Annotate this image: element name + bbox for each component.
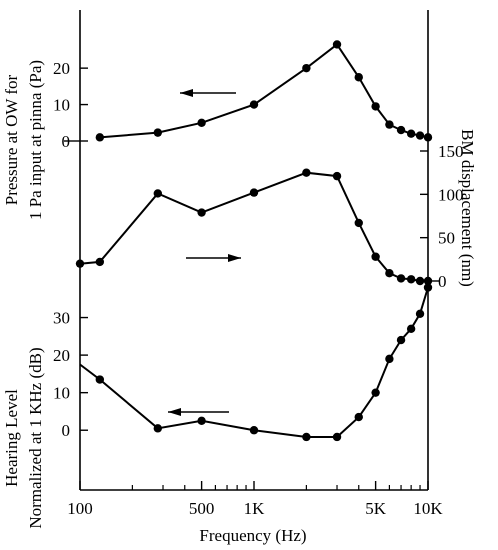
hearing-data-point: [354, 412, 363, 422]
hearing-y-tick-label: 20: [53, 346, 70, 365]
hearing-y-tick-label: 30: [53, 309, 70, 328]
pressure-arrow-head: [180, 89, 193, 97]
hearing-data-point: [415, 309, 425, 318]
hearing-data-point: [406, 324, 416, 334]
bm-data-point: [406, 275, 416, 284]
hearing-data-point: [153, 424, 163, 433]
x-tick-label: 100: [67, 499, 93, 518]
hearing-y-tick-label: 0: [62, 421, 71, 440]
x-tick-label: 10K: [413, 499, 443, 518]
pressure-data-point: [396, 125, 406, 135]
bm-y-tick-label: 0: [438, 272, 447, 291]
hearing-data-point: [423, 283, 433, 292]
pressure-data-point: [249, 100, 259, 109]
axes-frame: [64, 10, 440, 491]
pressure-data-point: [302, 63, 311, 73]
bm-data-point: [197, 208, 206, 217]
x-tick-label: 500: [189, 499, 215, 518]
hearing-y-axis-label: Hearing Level: [2, 389, 21, 487]
pressure-data-point: [371, 102, 380, 111]
bm-data-point: [354, 218, 363, 228]
bm-data-point: [415, 276, 425, 286]
pressure-data-point: [423, 133, 433, 142]
bm-data-point: [75, 259, 85, 268]
hearing-y-axis-label: Normalized at 1 KHz (dB): [26, 347, 45, 528]
pressure-data-point: [385, 120, 394, 129]
hearing-data-point: [197, 416, 206, 426]
x-tick-label: 1K: [244, 499, 266, 518]
labels: Frequency (Hz) Pressure at OW for 1 Pa in…: [2, 60, 477, 545]
pressure-data-point: [354, 73, 363, 82]
x-axis-label: Frequency (Hz): [199, 526, 306, 545]
bm-data-point: [249, 188, 259, 197]
hearing-series-line: [79, 287, 429, 438]
hearing-y-tick-label: 10: [53, 384, 70, 403]
bm-data-point: [385, 269, 394, 278]
bm-y-axis-label: BM displacement (nm): [458, 129, 477, 287]
hearing-arrow-head: [168, 408, 181, 416]
bm-data-point: [371, 252, 380, 261]
hearing-data-point: [95, 375, 105, 384]
bm-arrow-head: [228, 254, 241, 262]
bm-data-point: [423, 276, 433, 286]
pressure-data-point: [415, 131, 425, 140]
bm-data-point: [302, 168, 311, 177]
hearing-data-point: [385, 354, 394, 364]
bm-y-tick-label: 50: [438, 229, 455, 248]
bm-data-point: [396, 274, 406, 283]
bm-data-point: [332, 171, 342, 181]
pressure-y-axis-label: Pressure at OW for: [2, 74, 21, 205]
pressure-data-point: [406, 129, 416, 138]
pressure-data-point: [153, 128, 163, 137]
pressure-y-axis-label: 1 Pa input at pinna (Pa): [26, 60, 45, 220]
bm-data-point: [95, 257, 105, 267]
pressure-y-tick-label: 10: [53, 96, 70, 115]
x-tick-label: 5K: [365, 499, 387, 518]
ticks: 100 500 1K 5K 10K 0 10 20 0 50 100 150 0 10 20 30: [53, 59, 464, 518]
hearing-data-point: [396, 335, 406, 345]
pressure-series-line: [99, 43, 429, 139]
bm-y-tick-label: 100: [438, 185, 464, 204]
hearing-data-point: [302, 432, 311, 442]
pressure-data-point: [197, 118, 206, 127]
pressure-data-point: [332, 40, 342, 49]
pressure-data-point: [95, 133, 105, 142]
hearing-data-point: [371, 388, 380, 397]
pressure-y-tick-label: 0: [62, 132, 71, 151]
series: [75, 40, 433, 442]
hearing-data-point: [332, 432, 342, 442]
bm-data-point: [153, 189, 163, 198]
pressure-y-tick-label: 20: [53, 59, 70, 78]
hearing-data-point: [249, 426, 259, 435]
bm-y-tick-label: 150: [438, 142, 464, 161]
